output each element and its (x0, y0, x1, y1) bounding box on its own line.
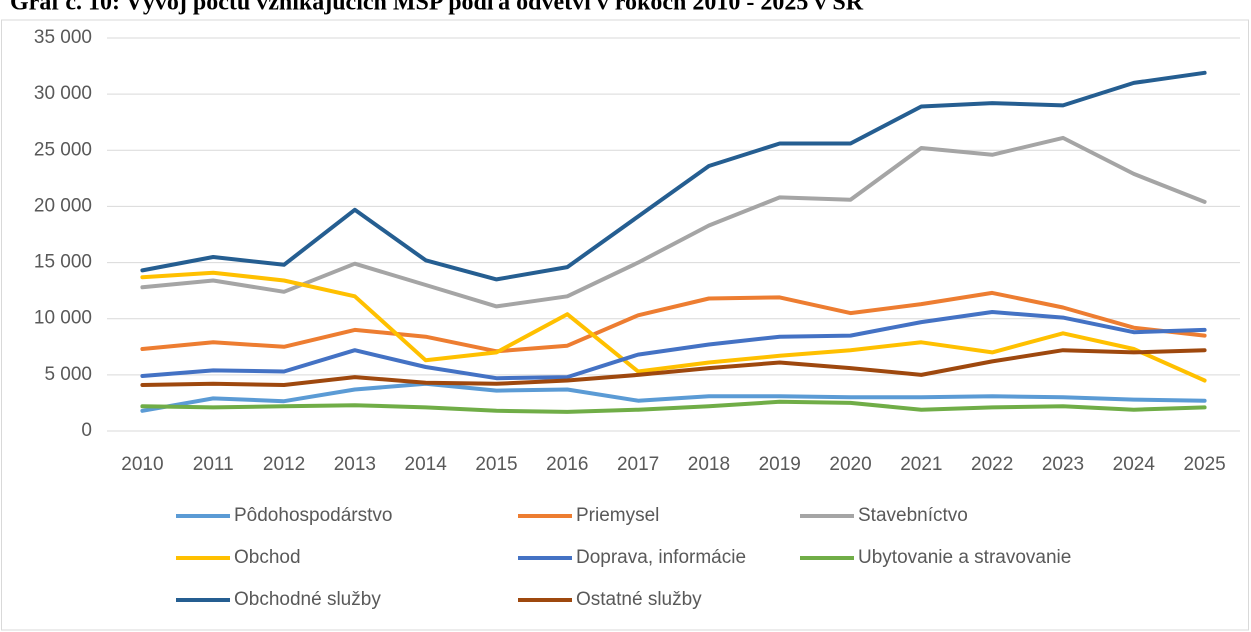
y-tick-label: 25 000 (34, 139, 92, 160)
x-tick-label: 2023 (1042, 454, 1084, 475)
x-tick-label: 2011 (193, 454, 234, 475)
x-tick-label: 2019 (759, 454, 801, 475)
legend-label: Doprava, informácie (576, 547, 746, 568)
y-tick-label: 5 000 (44, 364, 92, 385)
x-tick-label: 2025 (1183, 454, 1225, 475)
legend-label: Obchodné služby (234, 589, 381, 610)
legend-label: Pôdohospodárstvo (234, 505, 392, 526)
x-tick-label: 2022 (971, 454, 1013, 475)
legend-label: Ostatné služby (576, 589, 702, 610)
x-tick-label: 2013 (334, 454, 376, 475)
series-line (140, 290, 1207, 354)
x-tick-label: 2021 (900, 454, 942, 475)
x-tick-label: 2024 (1113, 454, 1156, 475)
series-line (140, 399, 1207, 414)
legend-label: Obchod (234, 547, 301, 568)
y-tick-label: 30 000 (34, 83, 92, 104)
series-line (140, 381, 1207, 413)
x-tick-label: 2016 (546, 454, 588, 475)
series-line (140, 348, 1207, 387)
chart-title: Graf č. 10: Vývoj počtu vznikajúcich MSP… (10, 0, 864, 16)
x-tick-label: 2015 (475, 454, 517, 475)
series-line (140, 135, 1207, 309)
x-tick-label: 2012 (263, 454, 305, 475)
y-tick-label: 35 000 (34, 27, 92, 48)
y-tick-label: 0 (81, 420, 92, 441)
y-tick-label: 20 000 (34, 195, 92, 216)
y-tick-label: 10 000 (34, 308, 92, 329)
x-tick-label: 2010 (121, 454, 163, 475)
legend-label: Priemysel (576, 505, 659, 526)
x-tick-label: 2020 (829, 454, 871, 475)
x-tick-label: 2017 (617, 454, 659, 475)
series-line (140, 310, 1207, 381)
legend-label: Stavebníctvo (858, 505, 968, 526)
y-tick-label: 15 000 (34, 252, 92, 273)
legend-label: Ubytovanie a stravovanie (858, 547, 1071, 568)
chart-border (1, 19, 1249, 631)
x-tick-label: 2014 (405, 454, 448, 475)
series-line (140, 70, 1207, 282)
series-line (140, 270, 1207, 383)
x-tick-label: 2018 (688, 454, 730, 475)
